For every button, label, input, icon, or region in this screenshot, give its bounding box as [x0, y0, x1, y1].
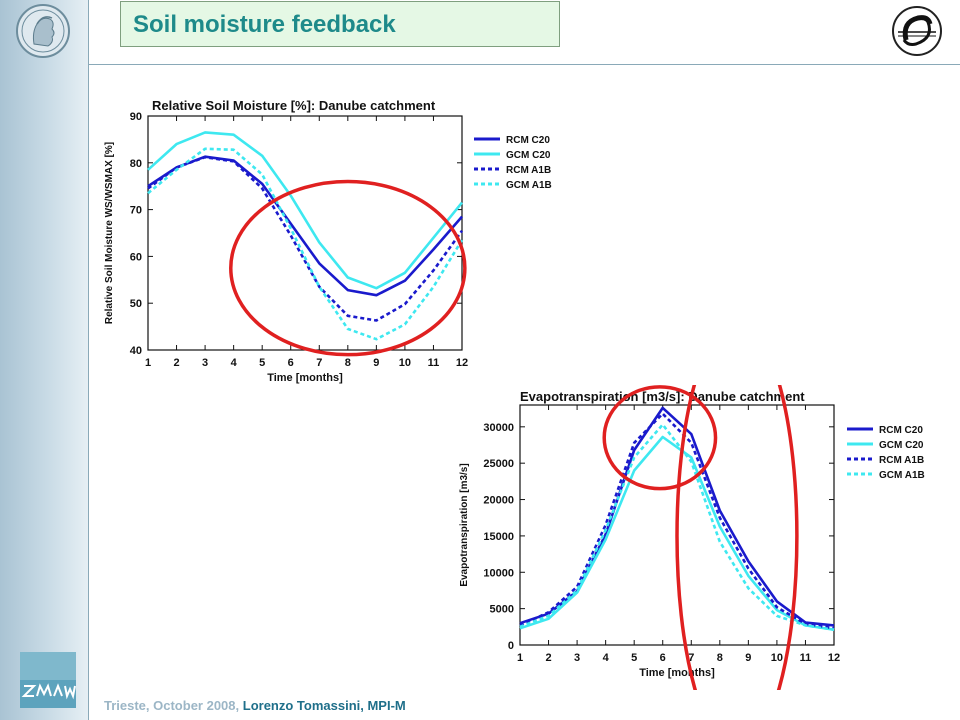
- chart2-x-tick-label-0: 1: [517, 652, 523, 664]
- chart2-legend-label-0: RCM C20: [879, 425, 923, 436]
- chart2-x-tick-label-3: 4: [603, 652, 610, 664]
- chart2-y-tick-label-0: 0: [508, 640, 514, 652]
- chart2-legend-label-2: RCM A1B: [879, 455, 924, 466]
- chart1-legend-label-2: RCM A1B: [506, 165, 551, 176]
- chart1-x-tick-label-10: 11: [428, 357, 440, 369]
- chart1-y-tick-label-4: 80: [130, 158, 142, 170]
- chart1-series-line-gcm-a1b: [147, 147, 464, 341]
- chart1-x-tick-label-8: 9: [373, 357, 379, 369]
- soil-moisture-chart: Relative Soil Moisture [%]: Danube catch…: [104, 98, 552, 384]
- chart1-x-tick-label-0: 1: [145, 357, 151, 369]
- chart1-series-line-rcm-c20: [147, 155, 463, 297]
- chart1-y-axis-label: Relative Soil Moisture WS/WSMAX [%]: [104, 142, 115, 324]
- slide-footer: Trieste, October 2008, Lorenzo Tomassini…: [104, 698, 406, 713]
- chart2-x-tick-label-11: 12: [828, 652, 840, 664]
- chart2-series-line-gcm-c20: [519, 435, 835, 631]
- chart2-x-tick-label-4: 5: [631, 652, 637, 664]
- chart1-y-tick-label-1: 50: [130, 298, 142, 310]
- chart1-y-tick-label-3: 70: [130, 205, 142, 217]
- chart1-x-axis-label: Time [months]: [267, 372, 343, 384]
- chart1-title: Relative Soil Moisture [%]: Danube catch…: [152, 98, 436, 113]
- chart2-series-line-rcm-c20: [519, 406, 835, 627]
- chart2-y-axis-label: Evapotranspiration [m3/s]: [459, 463, 470, 586]
- chart2-y-tick-label-5: 25000: [483, 458, 514, 470]
- chart2-y-tick-label-4: 20000: [483, 495, 514, 507]
- institute-emblem-logo: [892, 6, 942, 56]
- chart2-highlight-ellipse-1: [675, 385, 799, 690]
- chart2-x-axis-label: Time [months]: [639, 667, 715, 679]
- chart1-x-tick-label-7: 8: [345, 357, 351, 369]
- chart1-highlight-ellipse-0: [229, 179, 467, 357]
- chart2-y-tick-label-2: 10000: [483, 567, 514, 579]
- chart2-y-tick-label-3: 15000: [483, 531, 514, 543]
- chart1-legend-label-1: GCM C20: [506, 150, 551, 161]
- chart1-x-tick-label-6: 7: [316, 357, 322, 369]
- chart2-y-tick-label-6: 30000: [483, 422, 514, 434]
- chart2-x-tick-label-10: 11: [800, 652, 812, 664]
- chart1-x-tick-label-11: 12: [456, 357, 468, 369]
- chart1-legend-label-0: RCM C20: [506, 135, 550, 146]
- chart2-legend-label-3: GCM A1B: [879, 470, 925, 481]
- footer-place-date: Trieste, October 2008,: [104, 698, 240, 713]
- footer-author: Lorenzo Tomassini, MPI-M: [242, 698, 406, 713]
- chart1-legend-label-3: GCM A1B: [506, 180, 552, 191]
- chart1-x-tick-label-5: 6: [288, 357, 294, 369]
- chart2-x-tick-label-1: 2: [545, 652, 551, 664]
- chart2-x-tick-label-8: 9: [745, 652, 751, 664]
- zmaw-logo: [20, 652, 76, 708]
- chart2-title: Evapotranspiration [m3/s]: Danube catchm…: [520, 389, 805, 404]
- evapotranspiration-chart: Evapotranspiration [m3/s]: Danube catchm…: [459, 385, 925, 690]
- max-planck-minerva-logo: [16, 4, 70, 58]
- chart2-series-line-rcm-a1b: [519, 412, 835, 630]
- chart1-plot-frame: [147, 115, 463, 351]
- chart1-x-tick-label-3: 4: [231, 357, 238, 369]
- slide-sidebar: [0, 0, 88, 720]
- header-divider: [88, 64, 960, 65]
- chart2-x-tick-label-5: 6: [660, 652, 666, 664]
- chart1-y-tick-label-5: 90: [130, 111, 142, 123]
- chart2-x-tick-label-7: 8: [717, 652, 723, 664]
- chart2-series-line-gcm-a1b: [519, 423, 835, 631]
- chart2-plot-frame: [519, 404, 835, 646]
- slide-title-box: Soil moisture feedback: [120, 1, 560, 47]
- chart1-y-tick-label-2: 60: [130, 251, 142, 263]
- sidebar-divider: [88, 0, 89, 720]
- chart1-series-line-rcm-a1b: [147, 155, 464, 322]
- chart2-x-tick-label-6: 7: [688, 652, 694, 664]
- chart2-legend-label-1: GCM C20: [879, 440, 924, 451]
- chart1-x-tick-label-1: 2: [173, 357, 179, 369]
- chart2-y-tick-label-1: 5000: [490, 604, 514, 616]
- chart1-y-tick-label-0: 40: [130, 345, 142, 357]
- slide-title: Soil moisture feedback: [133, 11, 396, 38]
- chart1-x-tick-label-4: 5: [259, 357, 265, 369]
- chart1-x-tick-label-9: 10: [399, 357, 411, 369]
- chart1-series-line-gcm-c20: [147, 131, 464, 290]
- chart1-x-tick-label-2: 3: [202, 357, 208, 369]
- chart2-x-tick-label-9: 10: [771, 652, 783, 664]
- chart2-x-tick-label-2: 3: [574, 652, 580, 664]
